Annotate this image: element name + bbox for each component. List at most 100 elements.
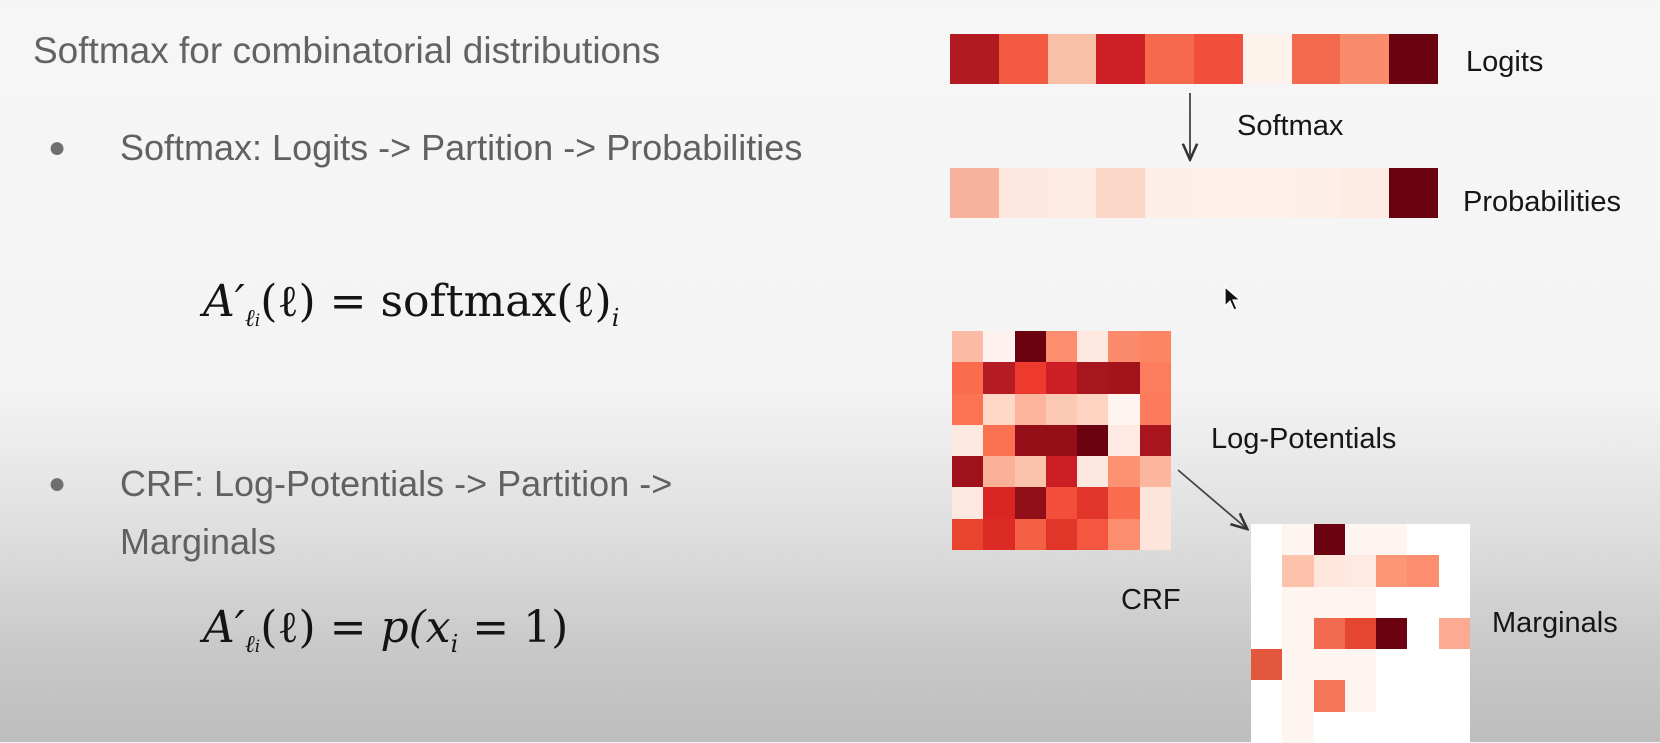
heat-cell	[983, 424, 1015, 457]
heat-cell	[1077, 456, 1109, 488]
heat-cell	[1096, 168, 1146, 218]
heat-cell	[1077, 362, 1109, 394]
heat-cell	[1014, 393, 1046, 425]
heat-cell	[1014, 362, 1046, 394]
formula-lhs: A′	[203, 602, 245, 653]
bullet-crf: ● CRF: Log-Potentials -> Partition -> Ma…	[48, 455, 820, 571]
heat-cell	[1282, 711, 1314, 743]
heat-cell	[1242, 168, 1292, 218]
formula-rhs: softmax(ℓ)	[380, 276, 612, 327]
crf-formula: A′ℓi(ℓ) = p(xi = 1)	[203, 602, 568, 659]
heat-cell	[1139, 518, 1172, 551]
heat-cell	[983, 518, 1015, 551]
heat-cell	[1139, 393, 1172, 425]
heat-cell	[952, 456, 984, 488]
heat-cell	[1407, 555, 1439, 587]
formula-arg: (ℓ)	[260, 602, 316, 653]
heat-cell	[1108, 518, 1140, 551]
formula-lhs: A′	[203, 276, 245, 327]
heat-cell	[950, 34, 999, 84]
heat-cell	[952, 487, 984, 519]
heat-cell	[1139, 456, 1172, 488]
heat-cell	[1045, 456, 1078, 488]
heat-cell	[1251, 524, 1283, 556]
formula-equals: =	[315, 276, 381, 327]
heat-cell	[1014, 487, 1046, 519]
heat-cell	[1077, 487, 1109, 519]
heat-cell	[983, 487, 1015, 519]
softmax-label: Softmax	[1237, 110, 1344, 142]
heat-cell	[952, 424, 984, 457]
heat-cell	[1344, 649, 1377, 681]
heat-cell	[1242, 34, 1292, 84]
heat-cell	[1077, 518, 1109, 551]
heat-cell	[1438, 711, 1471, 743]
heat-cell	[1438, 586, 1471, 618]
heat-cell	[1438, 680, 1471, 712]
heat-cell	[1045, 518, 1078, 551]
heat-cell	[1376, 586, 1408, 618]
heat-cell	[1291, 34, 1341, 84]
heat-cell	[983, 393, 1015, 425]
heat-cell	[1077, 393, 1109, 425]
bullet-softmax: ● Softmax: Logits -> Partition -> Probab…	[48, 119, 820, 177]
heat-cell	[952, 331, 984, 363]
crf-label: CRF	[1121, 584, 1181, 616]
log-potentials-label: Log-Potentials	[1211, 423, 1397, 455]
formula-sub: ℓ	[244, 304, 255, 332]
heat-cell	[1139, 487, 1172, 519]
softmax-formula: A′ℓi(ℓ) = softmax(ℓ)i	[203, 276, 619, 333]
heat-cell	[1108, 456, 1140, 488]
heat-cell	[998, 168, 1048, 218]
heat-cell	[952, 518, 984, 551]
heat-cell	[1344, 617, 1377, 650]
heat-cell	[1108, 487, 1140, 519]
heat-cell	[1045, 424, 1078, 457]
heat-cell	[1344, 586, 1377, 618]
heat-cell	[1139, 331, 1172, 363]
heat-cell	[1313, 680, 1345, 712]
heat-cell	[1251, 586, 1283, 618]
heat-cell	[1344, 555, 1377, 587]
heat-cell	[1313, 617, 1345, 650]
heat-cell	[1313, 555, 1345, 587]
formula-equals: =	[315, 602, 381, 653]
heat-cell	[1282, 555, 1314, 587]
heat-cell	[1282, 524, 1314, 556]
heat-cell	[1344, 524, 1377, 556]
heat-cell	[1438, 524, 1471, 556]
heat-cell	[1108, 362, 1140, 394]
heat-cell	[950, 168, 999, 218]
heat-cell	[1438, 555, 1471, 587]
heat-cell	[1045, 487, 1078, 519]
heat-cell	[1282, 586, 1314, 618]
heat-cell	[1407, 649, 1439, 681]
heat-cell	[1376, 680, 1408, 712]
formula-rhs-sub: i	[611, 304, 620, 332]
heat-cell	[1313, 524, 1345, 556]
heat-cell	[1376, 711, 1408, 743]
heat-cell	[1045, 393, 1078, 425]
heat-cell	[1389, 168, 1438, 218]
heat-cell	[1251, 680, 1283, 712]
formula-subsub: i	[254, 637, 261, 657]
heat-cell	[1014, 331, 1046, 363]
marginals-label: Marginals	[1492, 607, 1618, 639]
bullet-dot-icon: ●	[48, 131, 67, 164]
heat-cell	[1251, 649, 1283, 681]
formula-rhs: p(x	[380, 602, 451, 653]
heat-cell	[1376, 617, 1408, 650]
heat-cell	[1376, 649, 1408, 681]
formula-rhs-sub: i	[450, 630, 459, 658]
heat-cell	[1282, 617, 1314, 650]
formula-rhs-tail: = 1)	[458, 602, 569, 653]
heat-cell	[1108, 331, 1140, 363]
heat-cell	[1407, 586, 1439, 618]
heat-cell	[1014, 456, 1046, 488]
heat-cell	[983, 362, 1015, 394]
slide-title: Softmax for combinatorial distributions	[33, 30, 661, 71]
heat-cell	[998, 34, 1048, 84]
heat-cell	[1014, 424, 1046, 457]
heat-cell	[1376, 555, 1408, 587]
heat-cell	[1193, 34, 1243, 84]
